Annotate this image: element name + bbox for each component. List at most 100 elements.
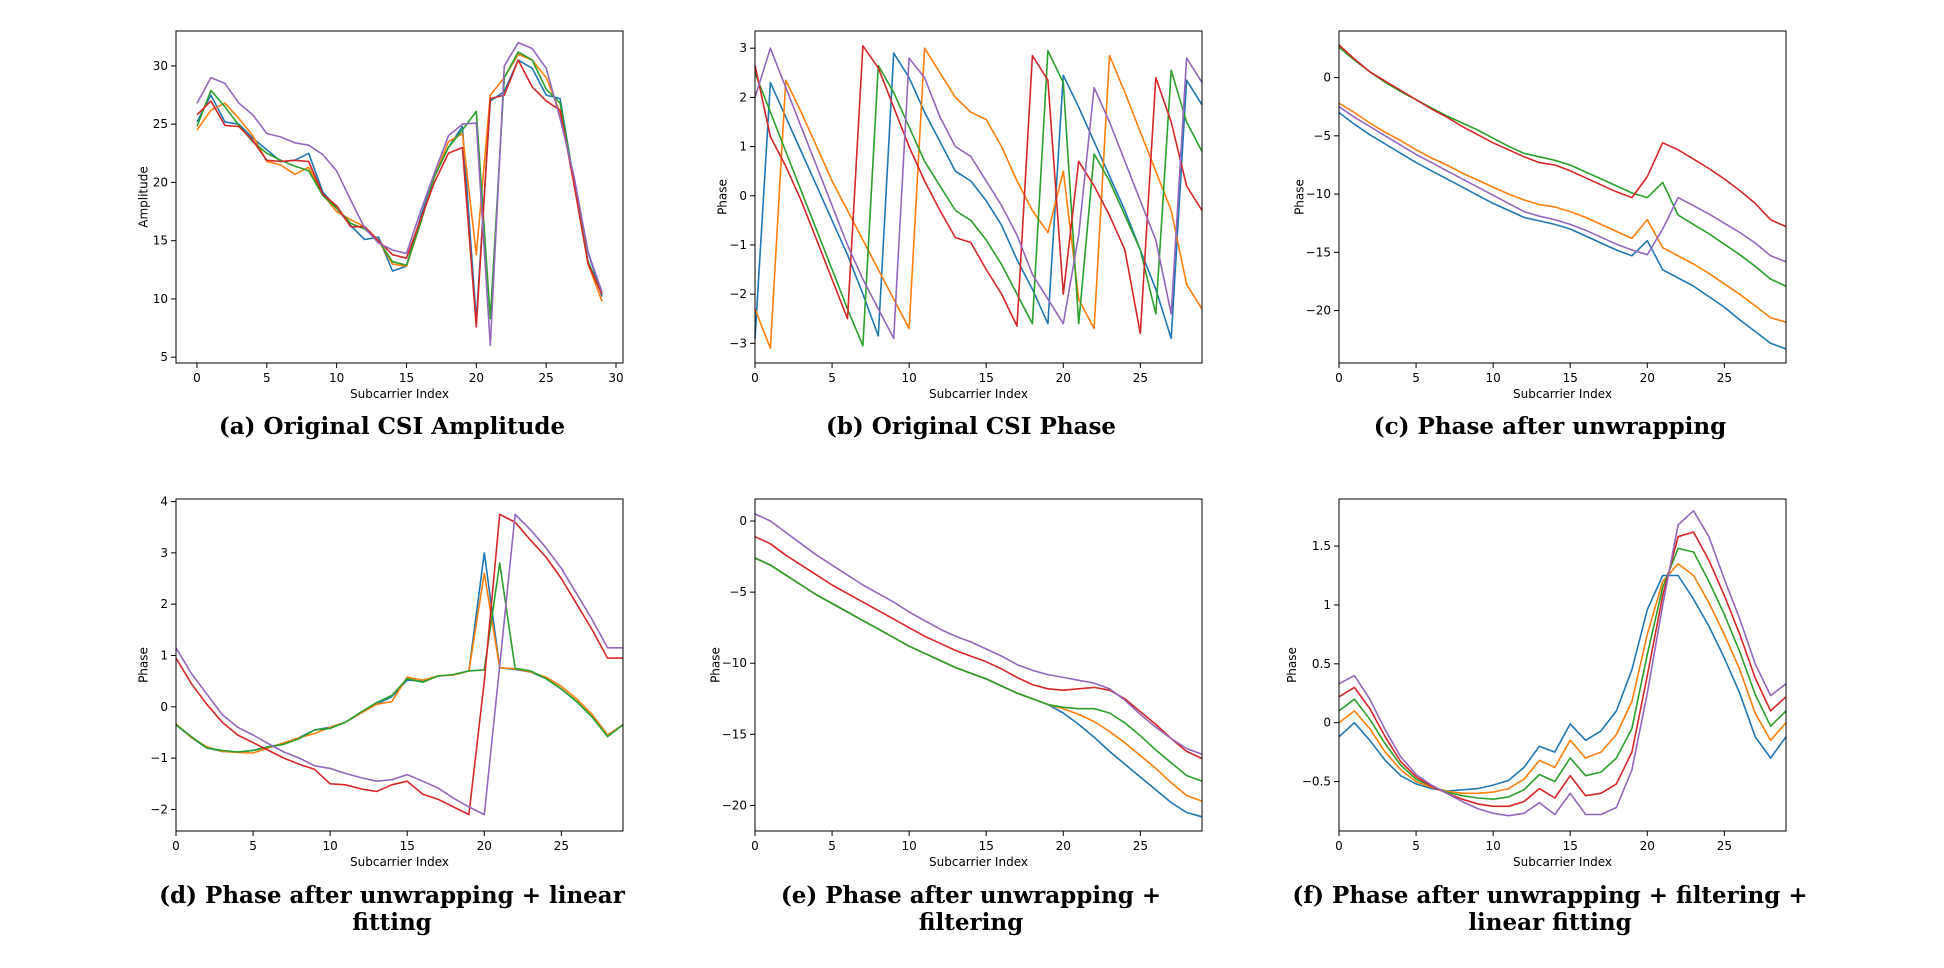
y-tick-label-e: −15 (722, 727, 747, 741)
x-tick-label-e: 10 (901, 839, 916, 853)
x-tick-label-e: 20 (1056, 839, 1071, 853)
y-tick-label-f: −0.5 (1302, 775, 1331, 789)
caption-b: (b) Original CSI Phase (825, 413, 1117, 440)
x-tick-label-f: 5 (1412, 839, 1420, 853)
series-line-d-3 (175, 562, 624, 753)
y-tick-label-d: 2 (160, 597, 168, 611)
y-tick-label-d: 4 (160, 495, 168, 509)
plot-frame-e (754, 498, 1203, 832)
plot-frame-b (754, 30, 1203, 364)
series-line-e-1 (754, 557, 1203, 818)
y-tick-label-e: 0 (739, 514, 747, 528)
x-tick-label-d: 10 (322, 839, 337, 853)
series-line-a-1 (196, 59, 603, 321)
caption-e: (e) Phase after unwrapping + filtering (780, 882, 1162, 936)
y-tick-label-f: 0 (1323, 716, 1331, 730)
y-tick-label-a: 30 (153, 59, 168, 73)
x-tick-label-b: 15 (979, 371, 994, 385)
chart-c: 0 5 10 15 20 25 0 −5 −10 −15 −20 Subcarrier Index Ph… (1292, 30, 1787, 401)
x-tick-label-c: 0 (1335, 371, 1343, 385)
x-tick-label-c: 10 (1485, 371, 1500, 385)
x-tick-label-d: 15 (400, 839, 415, 853)
series-line-c-2 (1338, 102, 1787, 323)
y-tick-label-a: 5 (160, 350, 168, 364)
y-tick-label-f: 0.5 (1312, 657, 1331, 671)
x-tick-label-a: 30 (608, 371, 623, 385)
series-line-d-1 (175, 552, 624, 753)
y-axis-label-b: Phase (716, 179, 730, 215)
y-axis-label-a: Amplitude (137, 166, 151, 228)
plot-frame-d (175, 498, 624, 832)
x-tick-label-b: 20 (1056, 371, 1071, 385)
series-line-b-1 (754, 52, 1203, 340)
x-tick-label-d: 0 (172, 839, 180, 853)
y-tick-label-a: 20 (153, 175, 168, 189)
y-tick-label-a: 10 (153, 292, 168, 306)
y-tick-label-d: −2 (150, 802, 168, 816)
caption-c: (c) Phase after unwrapping (1373, 413, 1727, 440)
chart-e: 0 5 10 15 20 25 0 −5 −10 −15 −20 Subcarrier Index Ph… (708, 498, 1203, 869)
series-line-f-1 (1338, 574, 1787, 792)
chart-f: 0 5 10 15 20 25 −0.5 0 0.5 1 1.5 Subcarrier Index Ph… (1285, 498, 1787, 869)
x-tick-label-d: 20 (477, 839, 492, 853)
y-tick-label-c: −10 (1306, 187, 1331, 201)
series-line-f-5 (1338, 509, 1787, 817)
y-tick-label-f: 1 (1323, 598, 1331, 612)
x-tick-label-b: 5 (828, 371, 836, 385)
series-line-a-4 (196, 59, 603, 328)
plot-frame-c (1338, 30, 1787, 364)
x-tick-label-f: 10 (1485, 839, 1500, 853)
y-tick-label-e: −5 (729, 585, 747, 599)
series-line-b-5 (754, 47, 1203, 340)
y-tick-label-b: −2 (729, 287, 747, 301)
x-tick-label-a: 0 (193, 371, 201, 385)
y-tick-label-c: 0 (1323, 71, 1331, 85)
caption-f: (f) Phase after unwrapping + filtering +… (1292, 882, 1808, 936)
y-tick-label-a: 25 (153, 117, 168, 131)
y-tick-label-b: −1 (729, 238, 747, 252)
series-line-c-1 (1338, 111, 1787, 350)
x-axis-label-a: Subcarrier Index (350, 387, 449, 401)
y-tick-label-c: −15 (1306, 245, 1331, 259)
series-line-e-2 (754, 557, 1203, 802)
series-line-f-4 (1338, 531, 1787, 808)
series-line-c-5 (1338, 106, 1787, 263)
x-tick-label-d: 25 (554, 839, 569, 853)
y-tick-label-b: 2 (739, 90, 747, 104)
series-line-d-2 (175, 572, 624, 754)
series-line-b-3 (754, 49, 1203, 347)
y-tick-label-b: −3 (729, 336, 747, 350)
series-line-d-5 (175, 513, 623, 816)
y-axis-label-f: Phase (1285, 647, 1299, 683)
series-line-e-5 (754, 513, 1203, 755)
x-tick-label-a: 20 (469, 371, 484, 385)
x-axis-label-f: Subcarrier Index (1513, 855, 1612, 869)
y-tick-label-b: 1 (739, 140, 747, 154)
x-tick-label-c: 25 (1717, 371, 1732, 385)
y-tick-label-e: −20 (722, 798, 747, 812)
y-tick-label-e: −10 (722, 656, 747, 670)
x-tick-label-a: 25 (539, 371, 554, 385)
series-line-a-3 (196, 51, 603, 320)
series-line-b-4 (754, 44, 1203, 335)
x-tick-label-a: 15 (399, 371, 414, 385)
series-line-a-2 (196, 53, 603, 302)
y-tick-label-a: 15 (153, 234, 168, 248)
x-axis-label-c: Subcarrier Index (1513, 387, 1612, 401)
caption-a: (a) Original CSI Amplitude (218, 413, 566, 440)
series-line-e-3 (754, 557, 1203, 782)
x-tick-label-b: 10 (901, 371, 916, 385)
x-tick-label-e: 5 (828, 839, 836, 853)
series-line-e-4 (754, 535, 1203, 760)
y-tick-label-d: −1 (150, 751, 168, 765)
x-axis-label-d: Subcarrier Index (350, 855, 449, 869)
y-axis-label-e: Phase (708, 647, 722, 683)
x-tick-label-e: 0 (751, 839, 759, 853)
series-line-f-3 (1338, 547, 1787, 801)
y-tick-label-d: 0 (160, 700, 168, 714)
x-tick-label-e: 15 (979, 839, 994, 853)
plot-frame-f (1338, 498, 1787, 832)
chart-a: 0 5 10 15 20 25 30 5 10 15 20 25 30 Subcarrier Index A… (137, 30, 624, 401)
y-tick-label-c: −20 (1306, 304, 1331, 318)
